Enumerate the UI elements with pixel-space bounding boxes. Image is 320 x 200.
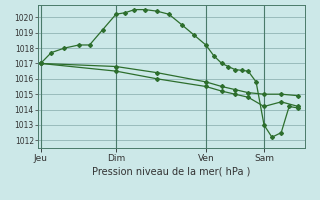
X-axis label: Pression niveau de la mer( hPa ): Pression niveau de la mer( hPa ) (92, 167, 251, 177)
